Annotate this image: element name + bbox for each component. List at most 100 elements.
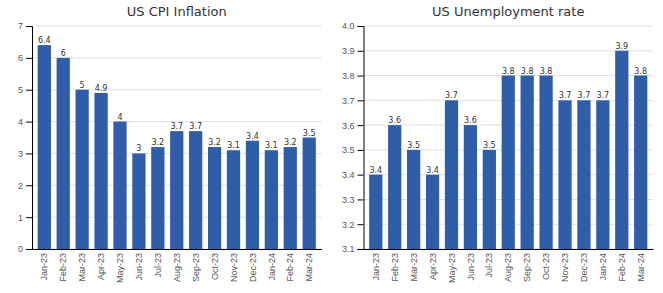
y-tick-label: 4 — [18, 117, 23, 127]
x-tick: Jan-24 — [598, 253, 608, 281]
x-tick-label: Jan-23 — [371, 253, 381, 281]
y-tick: 6 — [18, 53, 32, 63]
bar — [369, 175, 382, 249]
figure: Jan-23 Feb-23 Mar-23 Apr-23 May-23 Jun-23 Jul-… — [0, 0, 663, 293]
data-label: 3.7 — [170, 122, 183, 131]
x-tick-label: Nov-23 — [560, 253, 570, 282]
data-label: 3.4 — [246, 132, 259, 141]
bar — [284, 147, 297, 249]
data-label: 3.4 — [426, 166, 439, 175]
x-tick-label: Feb-24 — [617, 253, 627, 282]
x-tick-label: Feb-23 — [58, 253, 68, 282]
y-axis: 01234567 — [18, 21, 33, 254]
x-tick: Dec-23 — [248, 253, 258, 282]
grid-line — [32, 26, 322, 27]
y-tick-label: 3.2 — [342, 220, 355, 230]
x-tick-label: Oct-23 — [210, 253, 220, 280]
x-tick: Feb-23 — [58, 253, 68, 282]
x-tick-label: Oct-23 — [541, 253, 551, 280]
y-tick-label: 7 — [18, 21, 23, 31]
data-label: 3.6 — [464, 116, 477, 125]
bar — [502, 76, 515, 249]
x-tick-label: Dec-23 — [579, 253, 589, 282]
data-label: 3.8 — [502, 67, 515, 76]
bar — [132, 153, 145, 249]
x-axis: Jan-23Feb-23Mar-23Apr-23May-23Jun-23Jul-… — [364, 250, 654, 284]
data-label: 3.8 — [634, 67, 647, 76]
x-tick: Feb-23 — [390, 253, 400, 282]
y-tick-label: 3.7 — [342, 96, 355, 106]
data-labels: 6.4654.9433.23.73.73.23.13.43.13.23.5 — [38, 36, 316, 153]
y-tick-mark — [358, 224, 364, 225]
x-axis: Jan-23Feb-23Mar-23Apr-23May-23Jun-23Jul-… — [33, 250, 323, 284]
bar — [521, 76, 534, 249]
bar — [151, 147, 164, 249]
x-tick-label: Sep-23 — [191, 253, 201, 282]
x-tick-label: Sep-23 — [522, 253, 532, 282]
y-tick-label: 1 — [18, 213, 23, 223]
bar — [634, 76, 647, 249]
x-tick-label: Mar-24 — [304, 253, 314, 282]
y-tick: 1 — [18, 213, 32, 223]
title: US CPI Inflation — [127, 4, 227, 19]
data-label: 4 — [117, 113, 122, 122]
y-tick: 3.5 — [342, 145, 364, 155]
y-tick-mark — [358, 26, 364, 27]
bar — [558, 100, 571, 249]
y-tick: 4.0 — [342, 21, 364, 31]
data-label: 3.7 — [596, 91, 609, 100]
x-tick: Mar-23 — [409, 253, 419, 282]
data-label: 5 — [80, 81, 85, 90]
bar — [596, 100, 609, 249]
x-tick: Sep-23 — [191, 253, 201, 282]
bar — [265, 150, 278, 249]
bar — [464, 125, 477, 249]
data-label: 3.2 — [208, 138, 221, 147]
x-tick-label: Jun-23 — [134, 253, 144, 281]
y-tick: 7 — [18, 21, 32, 31]
bar — [113, 122, 126, 249]
data-label: 3.5 — [303, 129, 316, 138]
data-label: 3.2 — [151, 138, 164, 147]
bars — [369, 51, 647, 249]
x-tick-label: May-23 — [447, 253, 457, 283]
bar — [483, 150, 496, 249]
data-label: 3.7 — [559, 91, 572, 100]
x-tick-label: Feb-23 — [390, 253, 400, 282]
y-tick: 3.1 — [342, 244, 364, 254]
x-tick-label: Jan-24 — [267, 253, 277, 281]
x-tick: Nov-23 — [229, 253, 239, 282]
x-tick-label: Jun-23 — [466, 253, 476, 281]
y-axis: 3.13.23.33.43.53.63.73.83.94.0 — [342, 21, 364, 254]
y-tick: 4 — [18, 117, 32, 127]
title: US Unemployment rate — [432, 4, 584, 19]
y-tick: 0 — [18, 244, 32, 254]
bar — [445, 100, 458, 249]
x-tick: Mar-24 — [636, 253, 646, 282]
y-tick-label: 2 — [18, 181, 23, 191]
x-tick: Dec-23 — [579, 253, 589, 282]
x-tick: Aug-23 — [172, 253, 182, 282]
y-tick-label: 3 — [18, 149, 23, 159]
y-tick-mark — [358, 125, 364, 126]
x-tick-label: Feb-24 — [285, 253, 295, 282]
y-tick-label: 4.0 — [342, 21, 355, 31]
y-tick-mark — [26, 249, 32, 250]
bar — [170, 131, 183, 249]
grid — [32, 26, 322, 249]
grid-line — [32, 57, 322, 58]
data-label: 6.4 — [38, 36, 51, 45]
data-label: 3.7 — [189, 122, 202, 131]
bar — [189, 131, 202, 249]
x-tick-label: Jul-23 — [484, 253, 494, 278]
x-tick: Nov-23 — [560, 253, 570, 282]
y-tick-mark — [26, 122, 32, 123]
y-tick-mark — [358, 150, 364, 151]
panel: Jan-23Feb-23Mar-23Apr-23May-23Jun-23Jul-… — [342, 4, 654, 293]
x-tick: Mar-23 — [77, 253, 87, 282]
bar — [388, 125, 401, 249]
x-tick: May-23 — [115, 253, 125, 283]
x-tick-label: Apr-23 — [96, 253, 106, 280]
data-labels: 3.43.63.53.43.73.63.53.83.83.83.73.73.73… — [369, 42, 647, 175]
x-axis-line — [33, 249, 323, 250]
